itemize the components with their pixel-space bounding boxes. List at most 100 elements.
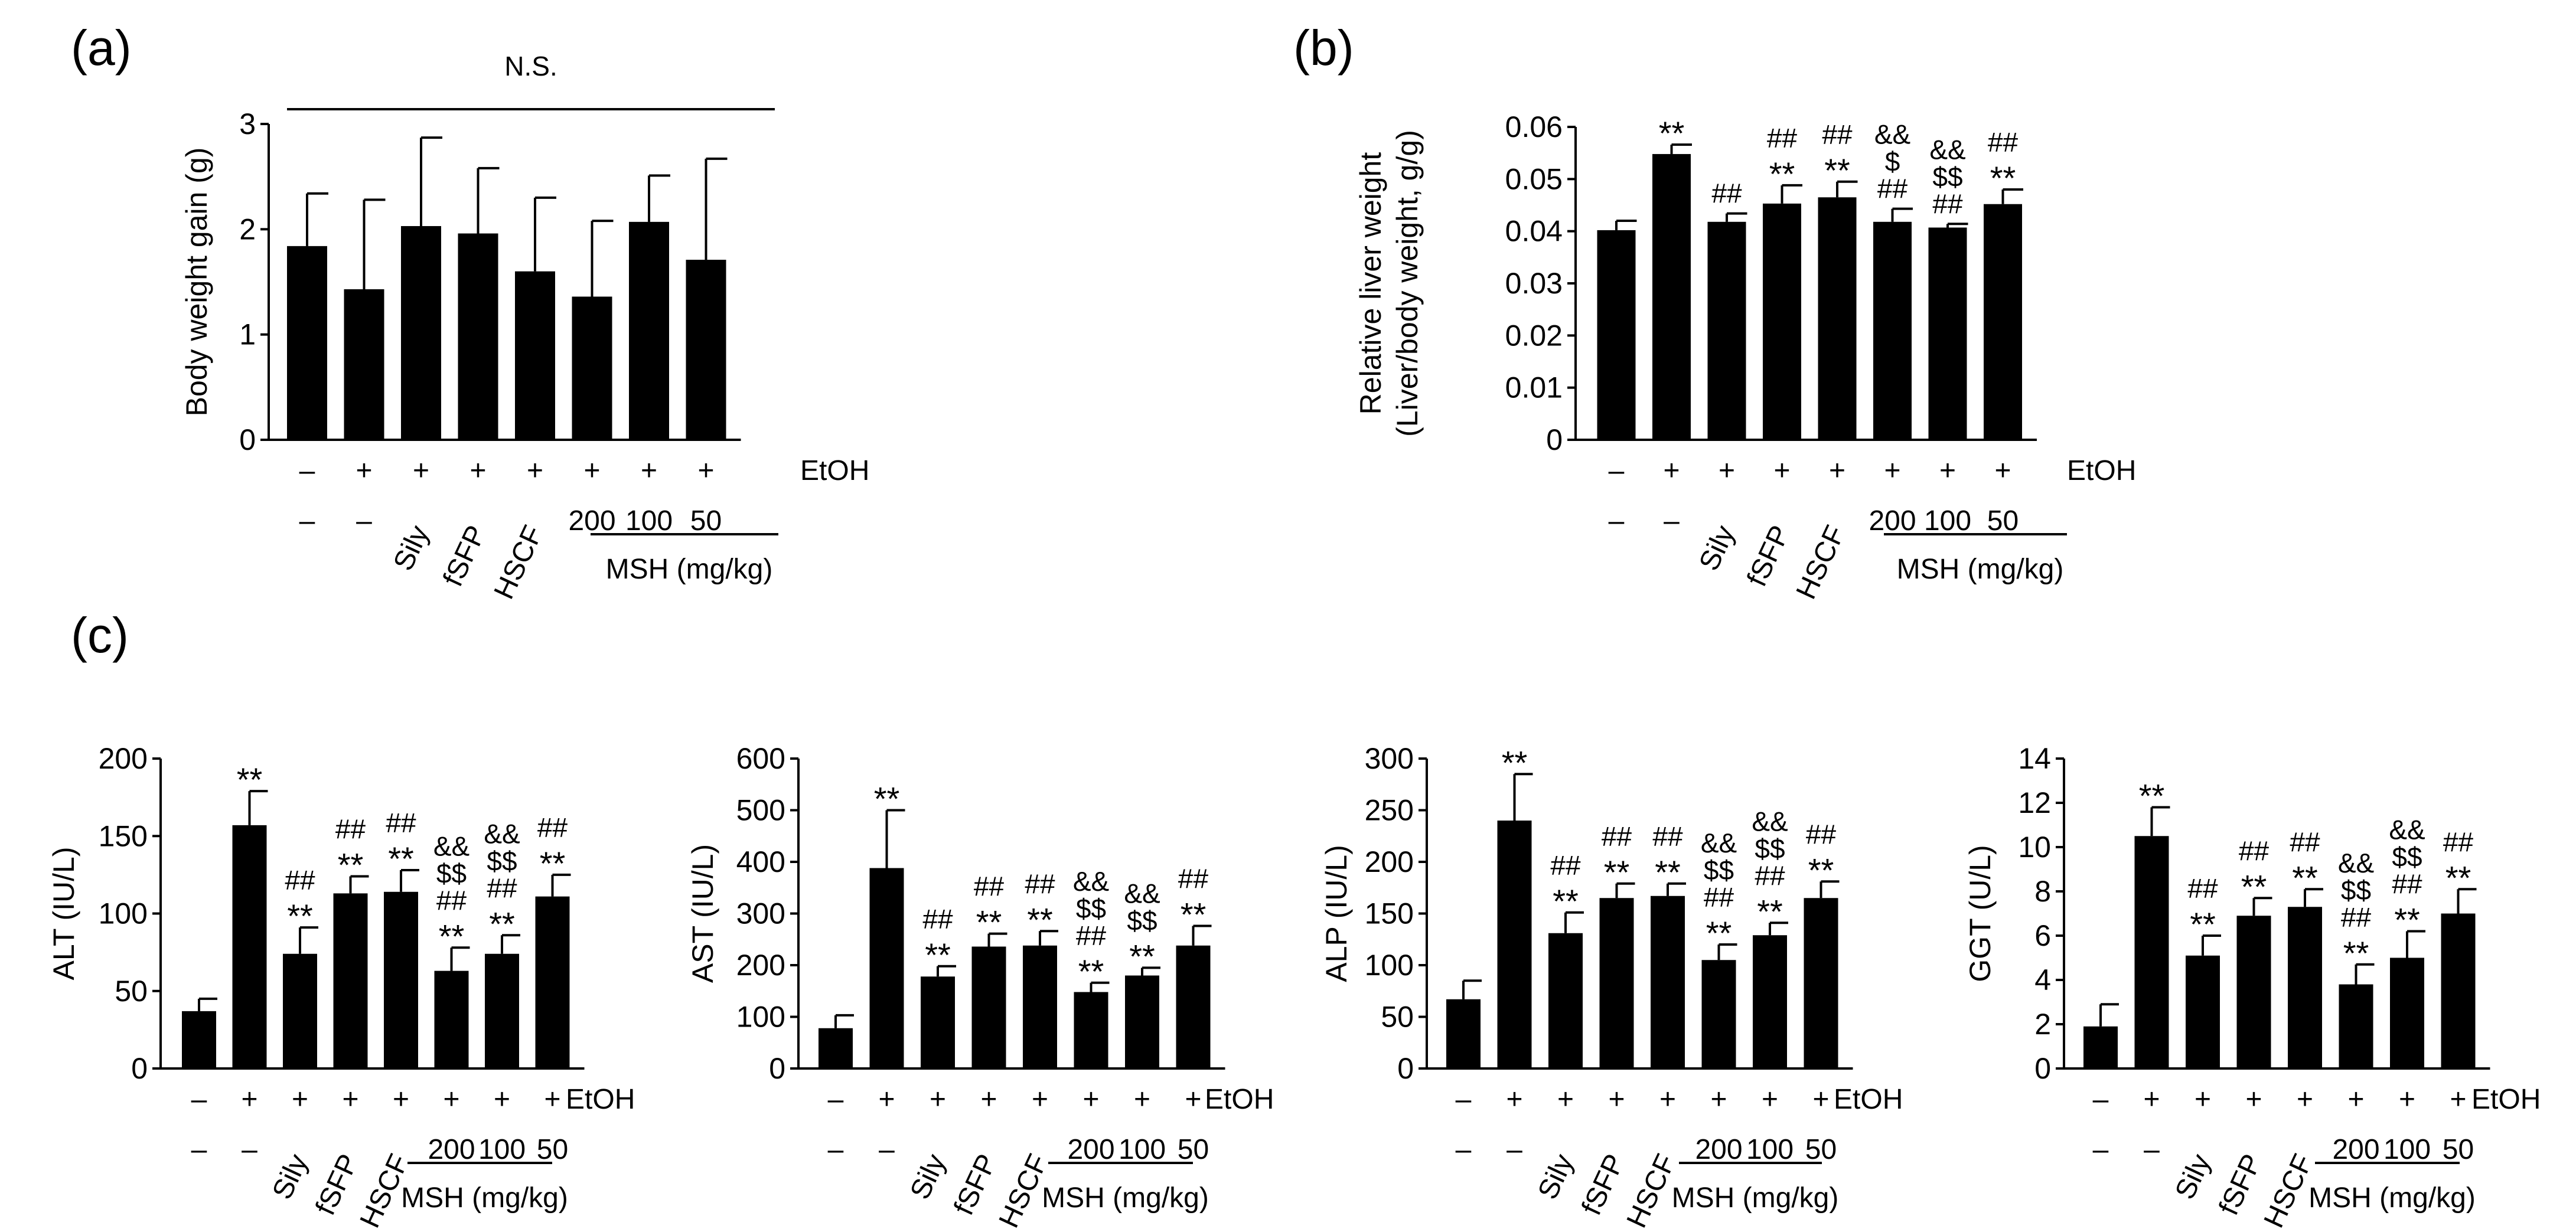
treatment-label: fSFP	[309, 1149, 364, 1220]
y-tick-label: 12	[2018, 786, 2051, 819]
treatment-label: 100	[1119, 1134, 1166, 1165]
significance-mark: ##	[436, 885, 467, 916]
etoh-sign: +	[1032, 1084, 1048, 1115]
y-tick-label: 4	[2034, 963, 2051, 996]
etoh-sign: +	[1939, 455, 1956, 486]
bar	[401, 226, 441, 440]
etoh-sign: +	[1829, 455, 1845, 486]
bar	[1763, 203, 1801, 440]
bar	[515, 271, 555, 440]
significance-mark: $$	[436, 858, 467, 888]
treatment-label: –	[1664, 505, 1680, 537]
panel-letter: (a)	[71, 20, 132, 76]
bar	[1599, 898, 1634, 1068]
treatment-label: –	[2093, 1134, 2109, 1165]
treatment-label: 200	[1869, 505, 1916, 537]
bar	[2186, 955, 2220, 1068]
bar	[1446, 999, 1481, 1068]
treatment-label: 200	[1067, 1134, 1114, 1165]
y-tick-label: 200	[736, 949, 785, 982]
significance-mark: ##	[1932, 188, 1963, 219]
significance-mark: **	[976, 904, 1002, 941]
panel-letter: (b)	[1293, 20, 1354, 76]
significance-mark: **	[1129, 937, 1155, 975]
significance-mark: **	[1757, 893, 1783, 930]
etoh-sign: –	[1456, 1084, 1472, 1115]
treatment-label: Sily	[1693, 521, 1741, 575]
treatment-label: –	[191, 1134, 207, 1165]
etoh-sign: +	[1663, 455, 1680, 486]
bar	[1651, 896, 1685, 1068]
bar	[572, 296, 612, 440]
y-tick-label: 0	[1546, 423, 1563, 456]
significance-mark: ##	[1806, 819, 1837, 849]
etoh-sign: –	[2093, 1084, 2109, 1115]
y-tick-label: 0	[2034, 1052, 2051, 1085]
significance-mark: ##	[2392, 869, 2422, 900]
significance-mark: ##	[1550, 850, 1581, 881]
significance-mark: **	[1990, 159, 2016, 197]
y-tick-label: 2	[239, 213, 256, 246]
y-tick-label: 1	[239, 318, 256, 351]
y-tick-label: 50	[1381, 1001, 1414, 1034]
significance-mark: **	[1808, 851, 1834, 888]
y-tick-label: 10	[2018, 831, 2051, 864]
y-tick-label: 6	[2034, 919, 2051, 952]
msh-label: MSH (mg/kg)	[606, 554, 773, 585]
bar	[344, 289, 384, 440]
bar	[869, 868, 904, 1068]
bar	[2390, 958, 2424, 1068]
significance-mark: ##	[1711, 178, 1742, 209]
significance-mark: ##	[1755, 860, 1785, 891]
etoh-sign: +	[443, 1084, 459, 1115]
treatment-label: –	[1609, 505, 1625, 537]
significance-mark: $$	[1932, 161, 1962, 192]
treatment-label: fSFP	[437, 521, 492, 591]
bar	[1597, 230, 1636, 440]
significance-mark: &&	[1752, 806, 1788, 836]
msh-label: MSH (mg/kg)	[2308, 1182, 2476, 1214]
etoh-sign: +	[1134, 1084, 1150, 1115]
y-tick-label: 300	[1365, 742, 1414, 775]
etoh-sign: +	[544, 1084, 560, 1115]
treatment-label: 50	[690, 505, 722, 537]
etoh-sign: +	[1994, 455, 2011, 486]
y-tick-label: 0.04	[1505, 215, 1563, 248]
y-tick-label: 100	[736, 1001, 785, 1034]
etoh-sign: +	[1659, 1084, 1676, 1115]
significance-mark: $$	[1704, 855, 1734, 885]
significance-mark: **	[874, 780, 900, 818]
significance-mark: **	[2190, 906, 2216, 943]
bar	[2441, 913, 2476, 1068]
etoh-sign: +	[1762, 1084, 1778, 1115]
msh-label: MSH (mg/kg)	[1897, 554, 2064, 585]
treatment-label: Sily	[904, 1149, 952, 1204]
significance-mark: **	[2445, 859, 2471, 896]
significance-mark: &&	[433, 831, 469, 861]
significance-mark: $$	[1755, 833, 1785, 864]
treatment-label: fSFP	[948, 1149, 1003, 1220]
panel-letter: (c)	[71, 607, 129, 663]
significance-mark: &&	[1929, 134, 1965, 165]
etoh-sign: +	[241, 1084, 257, 1115]
significance-mark: **	[925, 936, 951, 973]
etoh-sign: +	[1773, 455, 1790, 486]
bar	[434, 970, 469, 1068]
treatment-label: –	[879, 1134, 895, 1165]
significance-mark: **	[2343, 934, 2369, 972]
etoh-sign: +	[1719, 455, 1735, 486]
significance-mark: ##	[2290, 826, 2320, 857]
treatment-label: –	[356, 505, 372, 537]
etoh-label: EtOH	[800, 455, 869, 486]
y-axis-label: ALP (IU/L)	[1320, 845, 1353, 982]
treatment-label: –	[1456, 1134, 1472, 1165]
treatment-label: 100	[1746, 1134, 1794, 1165]
y-tick-label: 100	[99, 897, 148, 930]
bar	[2288, 907, 2322, 1068]
y-tick-label: 2	[2034, 1008, 2051, 1041]
bar	[485, 953, 519, 1068]
bar	[1818, 197, 1857, 440]
significance-mark: **	[489, 905, 515, 942]
significance-mark: **	[2139, 777, 2165, 815]
treatment-label: 100	[1924, 505, 1971, 537]
